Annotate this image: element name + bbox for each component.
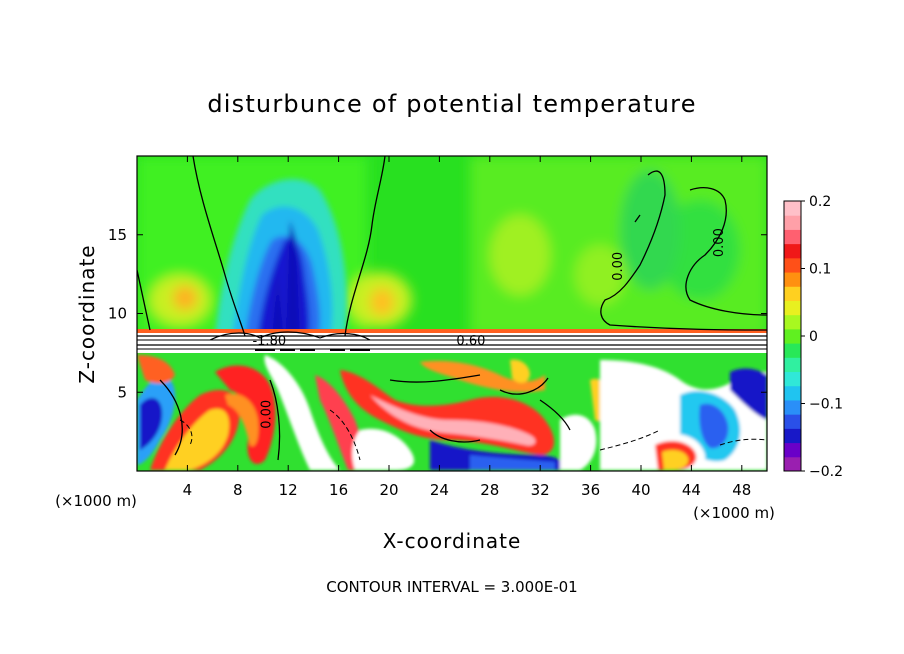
- colorbar: 0.2 0.1 0 −0.1 −0.2: [783, 194, 843, 480]
- contour-interval-note: CONTOUR INTERVAL = 3.000E-01: [326, 578, 577, 596]
- colorbar-tick-label: −0.2: [809, 464, 843, 480]
- x-tick-label: 4: [183, 481, 193, 499]
- x-tick-label: 44: [682, 481, 701, 499]
- colorbar-swatch: [784, 286, 801, 301]
- colorbar-swatch: [784, 243, 801, 259]
- colorbar-tick-label: 0.2: [809, 194, 831, 210]
- x-tick-label: 40: [631, 481, 650, 499]
- colorbar-swatch: [784, 314, 801, 330]
- inversion-layer: [137, 329, 767, 353]
- negative-plume: [215, 179, 347, 336]
- dashed-contours: [179, 409, 767, 461]
- lower-field-shading: [137, 355, 767, 470]
- y-axis: 5 10 15: [108, 226, 767, 401]
- colorbar-swatch: [784, 399, 801, 415]
- contour-label: 0.00: [260, 400, 275, 429]
- x-unit-label-left: (×1000 m): [55, 492, 137, 510]
- colorbar-swatch: [784, 442, 801, 458]
- chart-title: disturbunce of potential temperature: [207, 90, 696, 118]
- x-tick-label: 16: [329, 481, 348, 499]
- x-axis-label: X-coordinate: [383, 529, 522, 553]
- contour-label: 0.00: [712, 228, 727, 257]
- x-axis: 4 8 12 16 20 24 28 32 36 40 44 48: [183, 156, 751, 499]
- y-tick-label: 15: [108, 226, 127, 244]
- colorbar-swatch: [784, 229, 801, 245]
- contour-label: 0.60: [456, 334, 485, 349]
- colorbar-swatch: [784, 328, 801, 344]
- colorbar-swatch: [784, 357, 801, 373]
- x-tick-label: 8: [233, 481, 243, 499]
- colorbar-swatch: [784, 215, 801, 230]
- field: [137, 156, 767, 471]
- colorbar-swatch: [784, 300, 801, 316]
- x-tick-label: 20: [379, 481, 398, 499]
- x-unit-label-right: (×1000 m): [693, 504, 775, 522]
- contour-label: -1.80: [252, 334, 286, 349]
- colorbar-swatch: [784, 272, 801, 287]
- y-axis-label: Z-coordinate: [75, 244, 99, 383]
- contour-lines: [137, 156, 767, 461]
- colorbar-swatch: [784, 456, 801, 472]
- contour-labels: -1.80 0.60 0.00 0.00 0.00: [252, 228, 726, 429]
- x-tick-label: 24: [430, 481, 449, 499]
- colorbar-tick-label: −0.1: [809, 397, 843, 413]
- colorbar-swatch: [784, 343, 801, 358]
- contour-label: 0.00: [611, 252, 626, 281]
- x-tick-label: 32: [531, 481, 550, 499]
- colorbar-swatch: [784, 201, 801, 216]
- x-tick-label: 12: [279, 481, 298, 499]
- y-tick-label: 10: [108, 305, 127, 323]
- x-tick-label: 36: [581, 481, 600, 499]
- x-tick-label: 28: [480, 481, 499, 499]
- colorbar-tick-label: 0.1: [809, 262, 831, 278]
- y-tick-label: 5: [117, 383, 127, 401]
- x-tick-label: 48: [732, 481, 751, 499]
- colorbar-tick-label: 0: [809, 329, 818, 345]
- colorbar-swatch: [784, 385, 801, 401]
- colorbar-swatch: [784, 428, 801, 444]
- colorbar-swatch: [784, 414, 801, 429]
- colorbar-swatch: [784, 257, 801, 273]
- colorbar-swatch: [784, 371, 801, 387]
